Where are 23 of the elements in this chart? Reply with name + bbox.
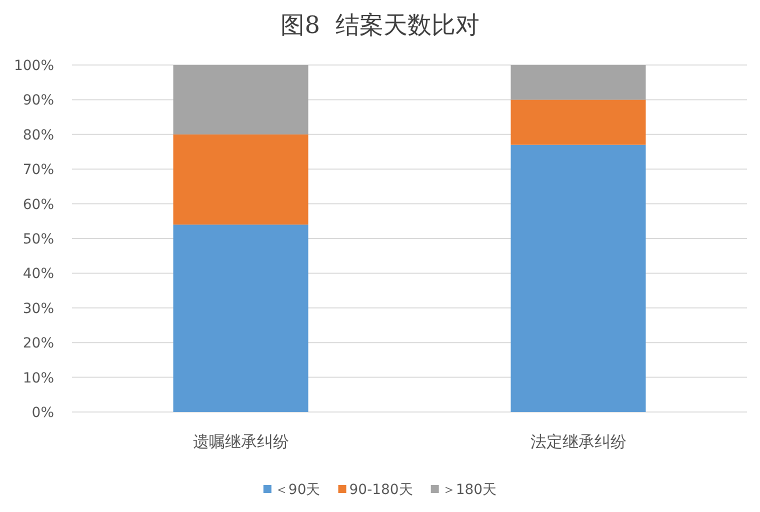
x-tick-label: 遗嘱继承纠纷 [192, 432, 289, 451]
bar [510, 65, 646, 100]
legend-label: ＜90天 [274, 482, 320, 498]
y-tick-label: 90% [22, 92, 54, 109]
y-tick-label: 70% [22, 162, 54, 178]
legend-label: ＞180天 [442, 482, 497, 498]
y-tick-label: 60% [22, 196, 54, 213]
y-tick-label: 10% [22, 370, 54, 386]
y-tick-label: 40% [22, 266, 54, 282]
y-tick-label: 100% [14, 58, 54, 74]
y-tick-label: 0% [32, 405, 54, 421]
chart-title: 图8 结案天数比对 [280, 11, 480, 39]
bar [173, 65, 308, 134]
y-tick-label: 50% [22, 232, 54, 248]
x-tick-label: 法定继承纠纷 [530, 432, 626, 451]
bar [510, 144, 646, 412]
y-tick-label: 20% [22, 336, 54, 352]
bar [173, 134, 308, 225]
bar [510, 100, 646, 145]
y-tick-label: 30% [22, 300, 54, 317]
y-tick-label: 80% [22, 127, 54, 144]
legend-label: 90-180天 [349, 482, 413, 498]
bar [173, 224, 308, 412]
